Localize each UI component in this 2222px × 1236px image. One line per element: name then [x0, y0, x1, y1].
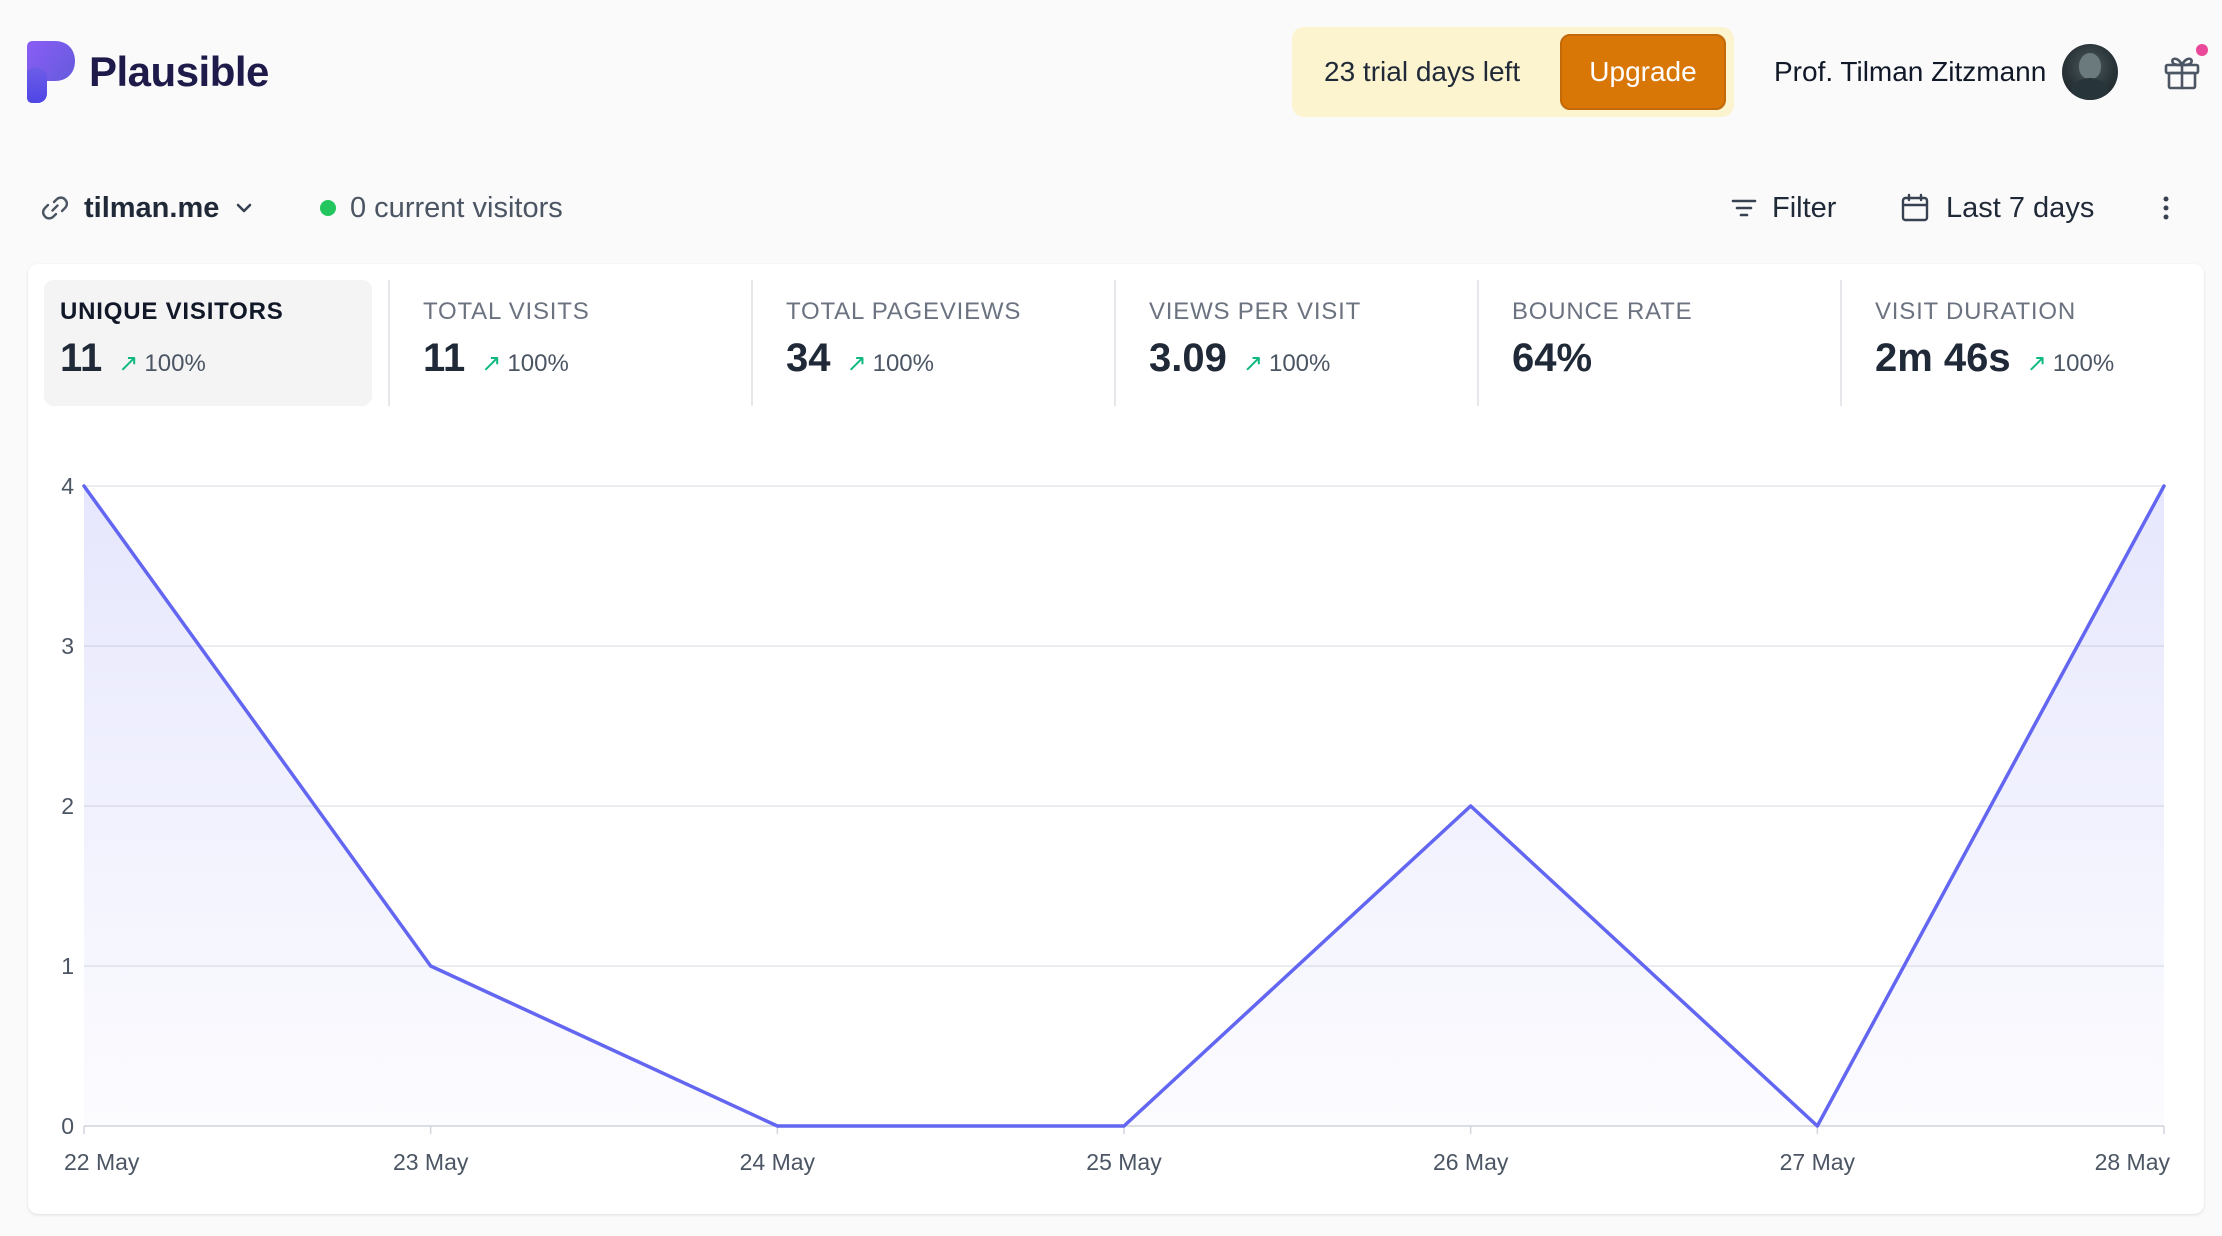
stat-label: TOTAL VISITS: [423, 298, 590, 325]
upgrade-button[interactable]: Upgrade: [1560, 34, 1726, 110]
stat-value-row: 2m 46s ↗ 100%: [1875, 336, 2114, 381]
stat-divider: [751, 280, 753, 406]
stat-divider: [1477, 280, 1479, 406]
stat-divider: [1840, 280, 1842, 406]
stat-change-value: 100%: [507, 349, 569, 377]
stat-tile-total-visits[interactable]: TOTAL VISITS 11 ↗ 100%: [407, 280, 735, 406]
stat-tile-visit-duration[interactable]: VISIT DURATION 2m 46s ↗ 100%: [1859, 280, 2187, 406]
stat-value: 34: [786, 336, 831, 380]
data-point: [425, 960, 437, 972]
stats-card: UNIQUE VISITORS 11 ↗ 100% TOTAL VISITS 11 ↗ 100…: [28, 264, 2204, 1214]
data-point: [1811, 1120, 1823, 1132]
stat-change-value: 100%: [144, 349, 206, 377]
stat-value: 11: [60, 336, 103, 380]
stat-label: BOUNCE RATE: [1512, 298, 1693, 325]
avatar: [2062, 44, 2119, 100]
stat-divider: [388, 280, 390, 406]
stat-divider: [1114, 280, 1116, 406]
trial-days-text: 23 trial days left: [1324, 56, 1521, 87]
stat-change: ↗ 100%: [2027, 349, 2115, 378]
arrow-up-right-icon: ↗: [118, 350, 139, 377]
x-tick-label: 27 May: [1780, 1149, 1856, 1175]
notification-dot: [2196, 44, 2208, 56]
gift-icon[interactable]: [2162, 52, 2202, 92]
series-line: [82, 484, 2166, 1128]
stat-value: 11: [423, 336, 466, 380]
stat-change: ↗ 100%: [481, 349, 569, 378]
stat-label: VIEWS PER VISIT: [1149, 298, 1362, 325]
x-tick-label: 22 May: [64, 1149, 140, 1175]
filter-button[interactable]: Filter: [1730, 186, 1836, 230]
stat-change-value: 100%: [2052, 349, 2115, 377]
visitors-chart: 0 1 2 3 4 22 May 23 May 24 May 25 May 26 May 27 Ma…: [28, 264, 2204, 1214]
data-point: [1465, 800, 1477, 812]
user-menu[interactable]: Prof. Tilman Zitzmann: [1774, 40, 2119, 104]
y-tick-label: 3: [61, 633, 74, 659]
x-tick-label: 23 May: [393, 1149, 469, 1175]
visitors-chart-svg: 0 1 2 3 4 22 May 23 May 24 May 25 May 26 May 27 Ma…: [61, 473, 2171, 1175]
plausible-logo-icon: [27, 41, 75, 103]
live-indicator: [320, 200, 336, 216]
current-visitors[interactable]: 0 current visitors: [320, 186, 563, 230]
stat-tile-bounce-rate[interactable]: BOUNCE RATE 64%: [1496, 280, 1824, 406]
stats-row: UNIQUE VISITORS 11 ↗ 100% TOTAL VISITS 11 ↗ 100…: [44, 280, 2188, 406]
x-tick-label: 26 May: [1433, 1149, 1509, 1175]
brand-name: Plausible: [89, 48, 269, 95]
site-name: tilman.me: [84, 191, 220, 224]
period-picker[interactable]: Last 7 days: [1900, 186, 2094, 230]
stat-tile-total-pageviews[interactable]: TOTAL PAGEVIEWS 34 ↗ 100%: [770, 280, 1098, 406]
calendar-icon: [1901, 193, 1929, 222]
site-selector[interactable]: tilman.me: [40, 186, 255, 230]
stat-label: UNIQUE VISITORS: [60, 298, 284, 325]
stat-value: 3.09: [1149, 336, 1227, 380]
arrow-up-right-icon: ↗: [2026, 350, 2047, 377]
stat-value-row: 11 ↗ 100%: [423, 336, 569, 381]
user-name: Prof. Tilman Zitzmann: [1774, 56, 2047, 87]
data-point: [78, 480, 90, 492]
current-visitors-text: 0 current visitors: [350, 191, 563, 224]
filter-icon: [1731, 199, 1757, 217]
stat-change: ↗ 100%: [1243, 349, 1331, 378]
y-tick-label: 1: [61, 953, 74, 979]
y-tick-label: 4: [61, 473, 74, 499]
brand-logo[interactable]: Plausible: [27, 40, 269, 104]
stat-value: 2m 46s: [1875, 336, 2011, 380]
stat-tile-unique-visitors[interactable]: UNIQUE VISITORS 11 ↗ 100%: [44, 280, 372, 406]
y-tick-label: 2: [61, 793, 74, 819]
stat-value-row: 64%: [1512, 336, 1592, 381]
stat-tile-views-per-visit[interactable]: VIEWS PER VISIT 3.09 ↗ 100%: [1133, 280, 1461, 406]
stat-value: 64%: [1512, 336, 1593, 380]
more-vertical-icon[interactable]: [2154, 190, 2178, 226]
stat-change: ↗ 100%: [847, 349, 935, 378]
stat-label: TOTAL PAGEVIEWS: [786, 298, 1022, 325]
period-label: Last 7 days: [1946, 191, 2095, 224]
top-header: Plausible 23 trial days left Upgrade Pro…: [0, 0, 2222, 150]
stat-change: ↗ 100%: [118, 349, 206, 378]
stat-value-row: 11 ↗ 100%: [60, 336, 206, 381]
stat-label: VISIT DURATION: [1875, 298, 2076, 325]
x-tick-label: 24 May: [740, 1149, 816, 1175]
arrow-up-right-icon: ↗: [1242, 350, 1263, 377]
link-icon: [41, 196, 69, 220]
filter-label: Filter: [1772, 191, 1837, 224]
data-point: [771, 1120, 783, 1132]
data-point: [1118, 1120, 1130, 1132]
x-tick-label: 25 May: [1086, 1149, 1162, 1175]
stat-value-row: 3.09 ↗ 100%: [1149, 336, 1330, 381]
stat-change-value: 100%: [1268, 349, 1331, 377]
chevron-down-icon: [237, 203, 252, 213]
stat-value-row: 34 ↗ 100%: [786, 336, 934, 381]
data-point: [2158, 480, 2170, 492]
trial-banner: 23 trial days left Upgrade: [1292, 27, 1734, 117]
stat-change-value: 100%: [872, 349, 934, 377]
arrow-up-right-icon: ↗: [846, 350, 867, 377]
y-tick-label: 0: [61, 1113, 74, 1139]
x-tick-label: 28 May: [2095, 1149, 2171, 1175]
arrow-up-right-icon: ↗: [481, 350, 502, 377]
